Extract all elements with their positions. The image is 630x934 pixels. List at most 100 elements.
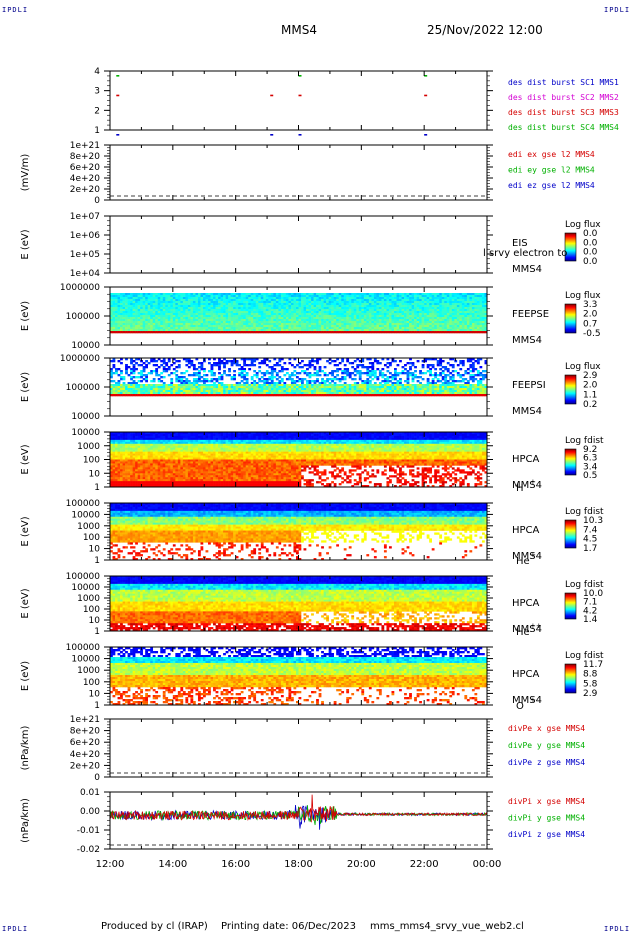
panel-feepse-cell <box>391 319 395 322</box>
panel-feepse-cell <box>140 295 143 298</box>
panel-feepsi-cell <box>441 372 445 375</box>
panel-feepse-cell <box>283 313 287 316</box>
panel-feepsi-cell <box>218 376 221 379</box>
panel-feepse-cell <box>295 325 299 328</box>
panel-feepsi-cell <box>371 378 375 381</box>
panel-feepse-cell <box>213 307 216 310</box>
panel-feepse-cell <box>278 325 282 328</box>
panel-feepsi-cell <box>253 388 257 391</box>
panel-feepsi-cell <box>187 388 191 391</box>
panel-feepsi-cell <box>218 364 221 367</box>
panel-feepsi-cell <box>321 384 324 387</box>
panel-feepsi-cell <box>265 386 269 389</box>
panel-feepse-cell <box>147 325 151 328</box>
panel-feepse-cell <box>285 311 289 314</box>
panel-feepsi-cell <box>441 392 445 395</box>
panel-feepse-cell <box>476 315 480 318</box>
panel-feepsi-cell <box>137 394 141 397</box>
panel-feepse-cell <box>399 329 402 332</box>
panel-feepse-cell <box>253 311 257 314</box>
panel-feepsi-cell <box>363 382 367 385</box>
panel-feepse-cell <box>120 305 123 308</box>
panel-feepse-cell <box>147 297 151 300</box>
panel-feepse-cell <box>461 299 465 302</box>
panel-feepse-cell <box>361 317 365 320</box>
panel-feepsi-cell <box>182 358 186 361</box>
panel-feepsi-cell <box>112 372 116 375</box>
panel-feepse-cell <box>381 295 385 298</box>
panel-feepse-cell <box>348 295 352 298</box>
panel-feepsi-cell <box>250 386 254 389</box>
panel-feepse-cell <box>366 317 370 320</box>
panel-feepsi-cell <box>167 386 171 389</box>
panel-feepsi-cell <box>328 388 332 391</box>
panel-feepse-cell <box>157 323 161 326</box>
panel-feepse-cell <box>308 295 312 298</box>
panel-feepse-cell <box>343 323 347 326</box>
panel-feepse-cell <box>250 329 254 332</box>
panel-feepse-cell <box>150 321 154 324</box>
panel-feepse-cell <box>110 311 113 314</box>
panel-feepsi-cell <box>336 378 340 381</box>
panel-feepse-cell <box>175 331 179 334</box>
panel-feepse-cell <box>388 305 392 308</box>
panel-feepse-cell <box>371 311 375 314</box>
panel-eis-overlay: l srvy electron to <box>483 248 567 259</box>
panel-feepsi-cell <box>388 372 392 375</box>
panel-feepse-cell <box>474 329 478 332</box>
panel-feepse-cell <box>157 301 161 304</box>
panel-feepsi-cell <box>248 368 252 371</box>
panel-feepsi-cell <box>132 388 136 391</box>
panel-feepse-cell <box>326 323 329 326</box>
panel-feepse-cell <box>434 307 438 310</box>
panel-feepsi-cell <box>238 364 241 367</box>
panel-feepse-cell <box>218 299 221 302</box>
panel-feepsi-cell <box>388 384 392 387</box>
panel-feepse-cell <box>318 321 322 324</box>
panel-feepsi-cell <box>328 390 332 393</box>
panel-feepse-cell <box>180 325 184 328</box>
panel-feepse-cell <box>419 321 422 324</box>
panel-feepse-cell <box>464 299 468 302</box>
panel-feepse-cell <box>378 321 382 324</box>
panel-feepsi-cell <box>157 366 161 369</box>
panel-feepse-cell <box>411 295 415 298</box>
panel-feepsi-cell <box>175 386 179 389</box>
panel-feepsi-cell <box>351 362 355 365</box>
panel-feepse-cell <box>275 307 279 310</box>
panel-feepsi-cell <box>220 374 224 377</box>
panel-feepse-cell <box>323 327 327 330</box>
panel-feepse-cell <box>378 301 382 304</box>
panel-feepse-cell <box>476 327 480 330</box>
panel-feepse-cell <box>351 321 355 324</box>
panel-feepse-cell <box>182 313 186 316</box>
panel-feepse-cell <box>213 313 216 316</box>
panel-feepsi-cell <box>157 378 161 381</box>
panel-burst-frame <box>109 70 488 131</box>
panel-feepse-cell <box>449 317 453 320</box>
panel-feepsi-cell <box>225 392 229 395</box>
panel-feepse-cell <box>130 329 133 332</box>
panel-feepse-cell <box>353 297 357 300</box>
panel-feepse-cell <box>444 323 448 326</box>
panel-feepsi-cell <box>160 384 164 387</box>
panel-feepsi-cell <box>223 370 226 373</box>
panel-feepse-cell <box>378 307 382 310</box>
panel-feepse-cell <box>285 303 289 306</box>
panel-feepsi-cell <box>451 392 455 395</box>
panel-feepse-cell <box>243 327 247 330</box>
panel-feepsi-cell <box>202 384 206 387</box>
panel-feepsi-cell <box>351 372 355 375</box>
panel-feepsi-cell <box>135 392 138 395</box>
panel-feepse-cell <box>306 295 309 298</box>
panel-feepse-cell <box>331 331 334 334</box>
panel-feepse-cell <box>195 323 199 326</box>
panel-feepse-cell <box>456 301 460 304</box>
panel-feepse-cell <box>454 301 458 304</box>
panel-feepsi-cell <box>278 358 282 361</box>
panel-feepsi-cell <box>250 376 254 379</box>
panel-feepse-cell <box>248 319 252 322</box>
panel-feepsi-cell <box>328 386 332 389</box>
panel-feepsi-cell <box>288 358 292 361</box>
panel-feepse-cell <box>167 303 171 306</box>
